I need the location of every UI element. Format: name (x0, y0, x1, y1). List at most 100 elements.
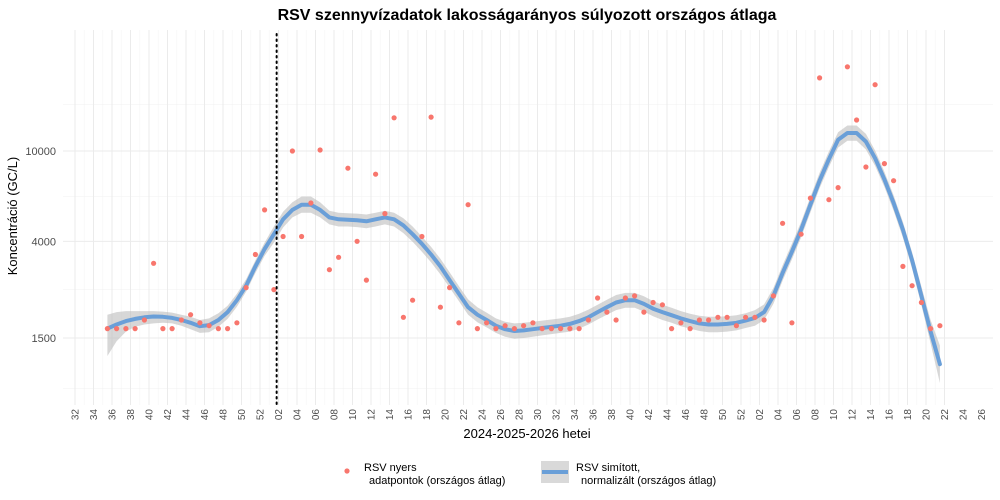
y-axis-title: Koncentráció (GC/L) (5, 157, 20, 276)
data-point (650, 299, 656, 306)
data-point (493, 326, 499, 332)
data-point (141, 317, 147, 323)
legend-key-points (344, 468, 350, 474)
data-point (437, 304, 443, 310)
data-point (918, 299, 925, 306)
x-tick-label: 12 (367, 409, 378, 421)
data-point (881, 161, 888, 167)
data-point (900, 263, 906, 269)
x-tick-label: 20 (922, 409, 933, 421)
data-point (123, 326, 129, 332)
chart-title: RSV szennyvízadatok lakosságarányos súly… (278, 7, 777, 24)
data-point (188, 312, 194, 318)
data-point (548, 326, 555, 332)
x-tick-label: 16 (885, 409, 896, 421)
x-tick-label: 08 (811, 409, 822, 421)
data-point (151, 260, 157, 266)
x-tick-label: 40 (626, 409, 637, 421)
x-tick-label: 34 (89, 409, 100, 421)
data-point (410, 297, 416, 303)
data-point (539, 326, 545, 332)
confidence-band-layer (107, 125, 940, 383)
data-point (854, 117, 860, 123)
data-point (521, 323, 527, 329)
data-point (807, 195, 814, 201)
x-tick-label: 20 (441, 409, 452, 421)
data-point (530, 320, 536, 326)
legend-label-line: normalizált (országos átlag) (581, 475, 716, 487)
data-point (252, 251, 258, 258)
data-point (567, 326, 573, 332)
data-point (696, 317, 703, 323)
data-point (511, 326, 517, 332)
x-tick-label: 34 (570, 409, 581, 421)
data-point (687, 326, 693, 332)
data-point (132, 326, 138, 332)
y-tick-label: 4000 (32, 236, 56, 248)
x-tick-label: 38 (607, 409, 618, 421)
legend-label-smooth: RSV simított, normalizált (országos átlag… (576, 462, 716, 487)
x-tick-label: 12 (848, 409, 859, 421)
data-point (178, 317, 184, 323)
data-point (234, 320, 240, 326)
data-point (585, 317, 592, 323)
x-tick-label: 46 (681, 409, 692, 421)
data-point (715, 314, 721, 320)
data-point (761, 317, 767, 323)
x-tick-label: 44 (182, 409, 193, 421)
data-point (928, 326, 934, 332)
data-point (780, 220, 786, 226)
x-tick-label: 38 (126, 409, 137, 421)
data-point (863, 164, 869, 170)
data-point (326, 267, 332, 273)
x-tick-label: 48 (219, 409, 230, 421)
x-tick-label: 16 (404, 409, 415, 421)
x-tick-label: 24 (478, 409, 489, 421)
data-point (104, 326, 110, 332)
data-point (733, 323, 740, 329)
data-point (363, 277, 369, 283)
data-point (678, 320, 684, 326)
data-point (299, 233, 305, 240)
legend-label-points: RSV nyers adatpontok (országos átlag) (364, 462, 505, 487)
x-tick-label: 14 (866, 409, 877, 421)
legend-label-line: RSV simított, (576, 462, 640, 474)
data-point (891, 178, 897, 184)
confidence-band (107, 125, 940, 383)
x-tick-label: 40 (145, 409, 156, 421)
y-tick-label: 1500 (32, 333, 56, 345)
x-tick-label: 30 (533, 409, 544, 421)
data-point (604, 309, 610, 315)
x-tick-label: 04 (293, 409, 304, 421)
x-tick-label: 06 (792, 409, 803, 421)
legend-label-line: adatpontok (országos átlag) (369, 475, 505, 487)
data-point (659, 302, 666, 308)
data-point (595, 295, 601, 301)
data-point (872, 82, 878, 88)
x-tick-label: 24 (959, 409, 970, 421)
data-point (502, 323, 508, 329)
grid-minor (63, 30, 993, 405)
data-point (474, 326, 480, 332)
data-point (336, 254, 342, 260)
data-point (419, 233, 425, 240)
data-point (197, 320, 203, 326)
data-point (428, 114, 434, 120)
data-point (308, 200, 314, 206)
x-tick-label: 50 (718, 409, 729, 421)
x-tick-label: 50 (237, 409, 248, 421)
data-point (484, 320, 490, 326)
x-tick-label: 22 (459, 409, 470, 421)
x-tick-label: 22 (940, 409, 951, 421)
data-point (641, 309, 647, 315)
raw-points-layer (104, 64, 943, 332)
data-point (622, 295, 629, 301)
x-tick-label: 06 (311, 409, 322, 421)
data-point (262, 207, 268, 213)
x-tick-label: 18 (422, 409, 433, 421)
data-point (937, 323, 943, 329)
data-point (280, 233, 286, 240)
data-point (632, 293, 638, 299)
data-point (447, 285, 453, 291)
x-tick-label: 32 (552, 409, 563, 421)
